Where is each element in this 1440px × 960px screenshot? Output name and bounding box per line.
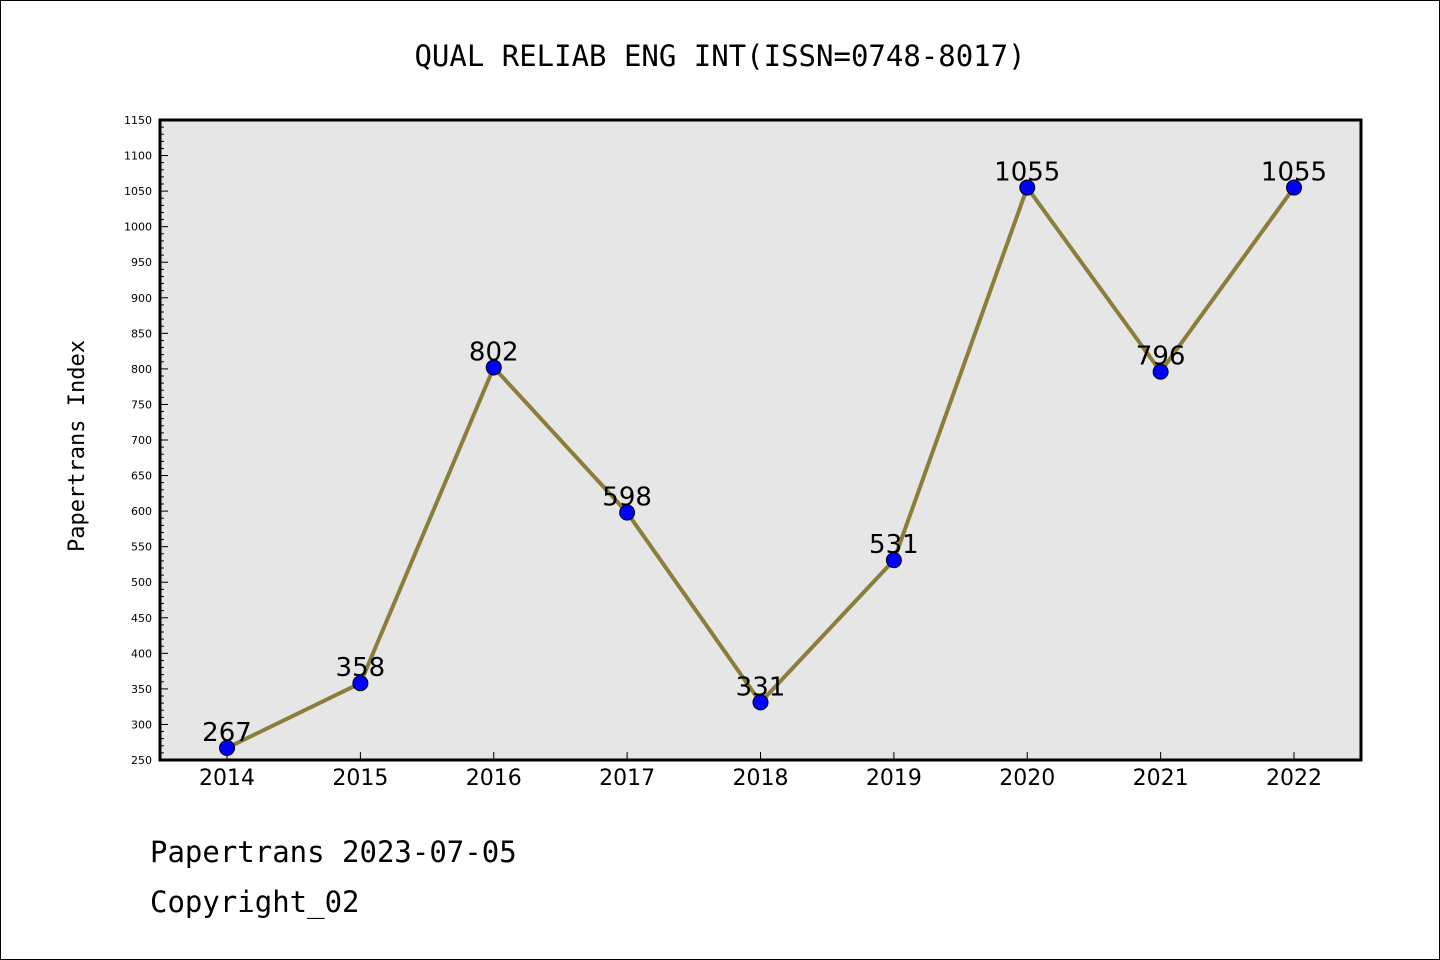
plot-area	[158, 118, 1363, 762]
y-tick-label: 350	[131, 683, 152, 696]
y-tick-label: 1000	[124, 221, 152, 234]
y-tick-label: 300	[131, 718, 152, 731]
y-tick-label: 650	[131, 470, 152, 483]
data-label: 358	[336, 653, 386, 683]
y-tick-label: 250	[131, 754, 152, 767]
y-tick-label: 750	[131, 398, 152, 411]
data-markers	[219, 179, 1302, 756]
y-tick-label: 500	[131, 576, 152, 589]
data-point	[619, 504, 636, 521]
data-label: 1055	[1261, 158, 1327, 188]
x-tick-label: 2022	[1266, 766, 1322, 791]
data-label: 802	[469, 337, 519, 367]
y-tick-label: 950	[131, 256, 152, 269]
x-tick-label: 2021	[1133, 766, 1189, 791]
x-tick-label: 2017	[599, 766, 655, 791]
data-label: 267	[202, 718, 252, 748]
data-label: 1055	[994, 158, 1060, 188]
data-point	[1286, 179, 1302, 196]
data-point	[219, 739, 235, 756]
data-label: 331	[736, 672, 786, 702]
y-tick-label: 900	[131, 292, 152, 305]
data-point	[1152, 363, 1169, 380]
data-labels: 267 358 802 598 331 531 1055 796 1055	[202, 158, 1327, 748]
data-label: 531	[869, 530, 919, 560]
footer-date-line: Papertrans 2023-07-05	[150, 835, 517, 869]
y-tick-label: 1100	[124, 150, 152, 163]
y-tick-label: 450	[131, 612, 152, 625]
data-label: 598	[602, 483, 652, 513]
x-tick-label: 2014	[199, 766, 255, 791]
data-label: 796	[1136, 342, 1186, 372]
data-point	[885, 552, 902, 569]
y-tick-label: 1150	[124, 114, 152, 127]
x-axis-ticks: 2014 2015 2016 2017 2018 2019 2020 2021 2022	[199, 752, 1322, 791]
x-tick-label: 2020	[999, 766, 1055, 791]
y-tick-label: 700	[131, 434, 152, 447]
y-tick-label: 850	[131, 327, 152, 340]
footer-copyright-line: Copyright_02	[150, 885, 360, 919]
x-tick-label: 2015	[332, 766, 388, 791]
y-tick-label: 800	[131, 363, 152, 376]
x-tick-label: 2016	[466, 766, 522, 791]
y-axis-label: Papertrans Index	[65, 340, 90, 552]
y-tick-label: 1050	[124, 185, 152, 198]
y-tick-label: 600	[131, 505, 152, 518]
y-axis-ticks: 250 300 350 400 450 500 550 600 650 700 750 800 850 9…	[124, 114, 168, 767]
x-tick-label: 2018	[733, 766, 789, 791]
data-point	[1019, 179, 1036, 196]
data-point	[352, 675, 369, 692]
x-tick-label: 2019	[866, 766, 922, 791]
y-tick-label: 400	[131, 647, 152, 660]
data-point	[485, 359, 502, 376]
y-tick-label: 550	[131, 541, 152, 554]
data-point	[752, 694, 769, 711]
chart-title: QUAL RELIAB ENG INT(ISSN=0748-8017)	[414, 39, 1025, 73]
